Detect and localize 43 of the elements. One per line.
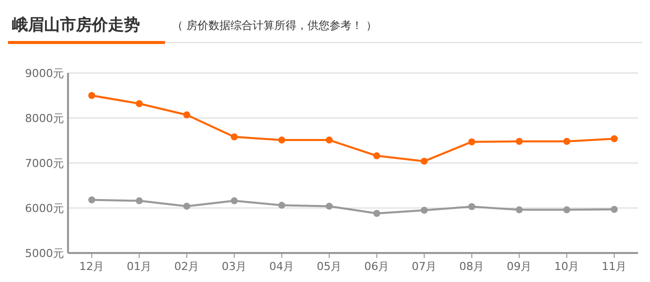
x-tick-label: 06月 (364, 260, 390, 273)
x-tick-label: 07月 (412, 260, 437, 273)
y-tick-label: 6000元 (25, 202, 64, 215)
x-tick-label: 09月 (506, 260, 532, 273)
x-tick-label: 01月 (126, 260, 152, 273)
x-tick-label: 05月 (316, 260, 342, 273)
x-tick-label: 08月 (459, 260, 484, 273)
point (610, 135, 618, 142)
point (183, 202, 190, 210)
point (278, 202, 286, 209)
x-tick-label: 10月 (554, 260, 580, 273)
y-tick-label: 7000元 (25, 157, 64, 170)
point (230, 133, 238, 140)
point (278, 136, 286, 144)
x-tick-label: 11月 (602, 260, 627, 273)
point (468, 203, 476, 210)
point (516, 206, 523, 214)
point (468, 138, 476, 146)
point (516, 138, 523, 145)
x-tick-label: 04月 (269, 260, 294, 273)
point (563, 206, 570, 214)
x-tick-label: 03月 (222, 260, 247, 273)
chart-subtitle: （ 房价数据综合计算所得，供您参考！ ） (172, 19, 377, 32)
y-tick-label: 5000元 (25, 247, 64, 260)
point (420, 206, 428, 214)
y-tick-label: 8000元 (25, 112, 64, 125)
point (326, 202, 333, 210)
point (420, 158, 428, 165)
y-tick-label: 9000元 (25, 67, 64, 80)
chart-title: 峨眉山市房价走势 (12, 15, 140, 34)
point (610, 206, 618, 213)
point (373, 210, 380, 217)
x-tick-label: 12月 (79, 260, 104, 273)
point (326, 136, 333, 144)
x-tick-label: 02月 (174, 260, 200, 273)
point (136, 197, 143, 204)
point (563, 138, 570, 145)
point (230, 197, 238, 204)
point (373, 152, 380, 160)
point (88, 92, 96, 99)
point (88, 196, 96, 204)
point (183, 111, 190, 118)
point (136, 100, 143, 108)
